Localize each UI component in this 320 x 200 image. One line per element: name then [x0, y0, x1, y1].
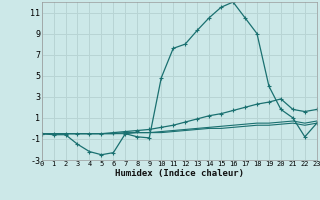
X-axis label: Humidex (Indice chaleur): Humidex (Indice chaleur)	[115, 169, 244, 178]
